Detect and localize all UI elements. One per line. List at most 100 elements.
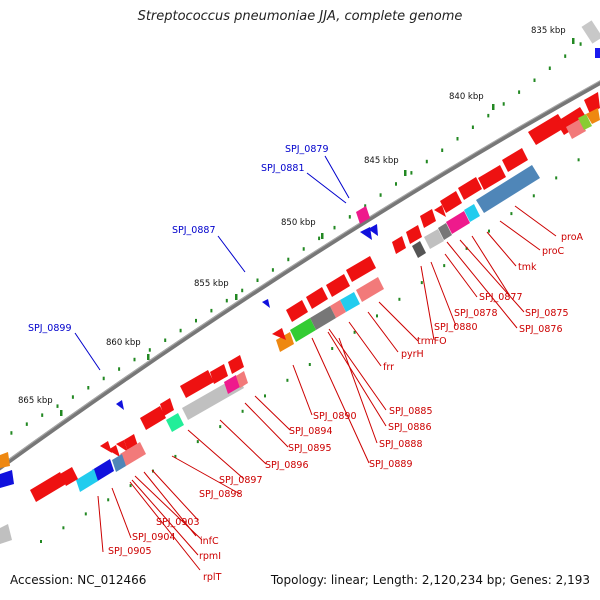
genome-backbone-highlight <box>0 80 600 467</box>
genome-backbone <box>0 80 600 471</box>
gene-SPJ_0881-a <box>360 227 372 240</box>
scale-dot <box>256 278 259 282</box>
gene-label[interactable]: SPJ_0880 <box>434 322 478 333</box>
scale-dot-inner <box>84 512 87 516</box>
map-title: Streptococcus pneumoniae JJA, complete g… <box>137 9 463 24</box>
gene-label[interactable]: SPJ_0879 <box>285 144 329 155</box>
scale-dot-inner <box>488 229 490 233</box>
genome-summary-text: Topology: linear; Length: 2,120,234 bp; … <box>270 573 590 587</box>
gene-label[interactable]: pyrH <box>401 349 424 360</box>
scale-dot <box>179 328 182 333</box>
scale-dot-inner <box>510 212 513 216</box>
scale-dot-inner <box>465 246 468 250</box>
scale-dot <box>87 386 90 390</box>
scale-dot <box>364 204 367 208</box>
scale-dot <box>271 268 274 272</box>
scale-dot-inner <box>577 158 580 162</box>
scale-dot-inner <box>174 454 177 458</box>
gene-label[interactable]: proA <box>561 232 584 243</box>
tick-label: 860 kbp <box>106 338 141 348</box>
gene-label[interactable]: SPJ_0905 <box>108 546 152 557</box>
gene-SPJ_0879 <box>356 206 370 224</box>
scale-dot-inner <box>353 330 356 334</box>
gene-SPJ_0899 <box>116 400 124 410</box>
gene-label[interactable]: infC <box>200 536 219 547</box>
scale-dot <box>318 236 321 241</box>
reverse-strand-features <box>116 20 600 410</box>
gene-label[interactable]: SPJ_0885 <box>389 406 433 417</box>
tick-mark <box>321 233 324 239</box>
scale-ticks: 835 kbp 840 kbp 845 kbp 850 kbp 855 kbp 860 k… <box>18 26 575 416</box>
gene-label[interactable]: SPJ_0899 <box>28 323 72 334</box>
scale-dot-inner <box>40 540 42 543</box>
gene-label[interactable]: trmFO <box>417 336 447 347</box>
scale-dot-inner <box>443 264 446 268</box>
gene-label[interactable]: SPJ_0904 <box>132 532 176 543</box>
scale-dot-inner <box>286 378 289 382</box>
tick-mark <box>572 38 575 44</box>
tick-dot-track <box>10 30 597 543</box>
scale-dot <box>118 367 121 371</box>
scale-dot <box>533 78 536 82</box>
scale-dot <box>502 102 505 106</box>
scale-dot <box>25 422 28 426</box>
gene-label[interactable]: tmk <box>518 262 537 273</box>
gene-label[interactable]: SPJ_0896 <box>265 460 309 471</box>
scale-dot <box>287 257 290 262</box>
gene-label[interactable]: SPJ_0895 <box>288 443 332 454</box>
tick-mark <box>147 354 150 360</box>
gene-label[interactable]: SPJ_0888 <box>379 439 423 450</box>
scale-dot <box>210 308 213 313</box>
gene-label[interactable]: SPJ_0897 <box>219 475 263 486</box>
accession-text: Accession: NC_012466 <box>10 573 147 587</box>
scale-dot-inner <box>264 394 266 398</box>
gene-label[interactable]: SPJ_0903 <box>156 517 200 528</box>
tick-label: 845 kbp <box>364 156 399 166</box>
scale-dot-inner <box>398 297 401 301</box>
gene-label[interactable]: SPJ_0890 <box>313 411 357 422</box>
scale-dot <box>579 42 582 46</box>
gene-label[interactable]: rpmI <box>199 551 221 562</box>
gene-label[interactable]: SPJ_0898 <box>199 489 243 500</box>
scale-dot <box>548 66 551 70</box>
scale-dot-inner <box>308 363 311 366</box>
gene-label[interactable]: SPJ_0887 <box>172 225 216 236</box>
gene-label[interactable]: SPJ_0881 <box>261 163 305 174</box>
gene-label[interactable]: SPJ_0889 <box>369 459 413 470</box>
tick-label: 850 kbp <box>281 218 316 228</box>
scale-dot <box>441 148 444 152</box>
tick-mark <box>404 170 407 176</box>
gene-label[interactable]: SPJ_0894 <box>289 426 333 437</box>
gene-label[interactable]: rplT <box>203 572 222 583</box>
scale-dot-inner <box>555 176 558 180</box>
gene-label[interactable]: proC <box>542 246 565 257</box>
scale-dot-inner <box>107 498 110 502</box>
scale-dot-inner <box>62 526 65 530</box>
scale-dot <box>471 125 474 129</box>
gene-label[interactable]: SPJ_0877 <box>479 292 523 303</box>
scale-dot <box>410 171 413 175</box>
scale-dot <box>71 395 74 399</box>
scale-dot <box>241 288 244 293</box>
scale-dot <box>302 247 305 251</box>
tick-label: 840 kbp <box>449 92 484 102</box>
scale-dot-inner <box>376 314 378 318</box>
gene-SPJ_0887 <box>262 299 270 308</box>
scale-dot-inner <box>219 425 222 429</box>
scale-dot-inner <box>331 347 334 350</box>
gene-label[interactable]: SPJ_0876 <box>519 324 563 335</box>
scale-dot <box>487 113 490 118</box>
scale-dot-inner <box>532 194 535 198</box>
gene-label[interactable]: SPJ_0878 <box>454 308 498 319</box>
scale-dot <box>348 215 351 219</box>
gene-label[interactable]: frr <box>383 362 394 373</box>
gene-label[interactable]: SPJ_0875 <box>525 308 569 319</box>
scale-dot-inner <box>129 484 132 488</box>
scale-dot-inner <box>420 281 423 285</box>
scale-dot <box>395 182 397 186</box>
tick-mark <box>60 410 63 416</box>
gene-label[interactable]: SPJ_0886 <box>388 422 432 433</box>
scale-dot-inner <box>196 440 199 444</box>
